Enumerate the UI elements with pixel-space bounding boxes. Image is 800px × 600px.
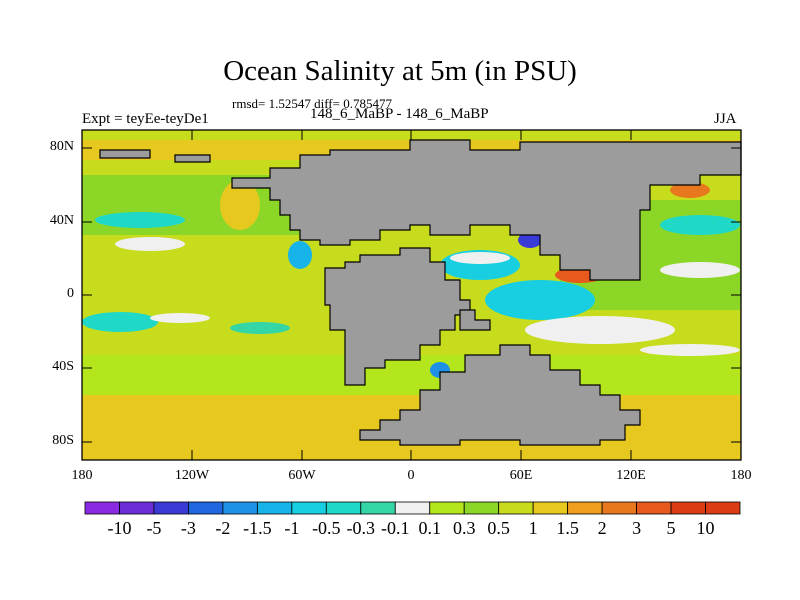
field-neutral-band bbox=[640, 344, 740, 356]
subtitle: 148_6_MaBP - 148_6_MaBP bbox=[310, 106, 489, 122]
season-label: JJA bbox=[714, 111, 737, 127]
field-fresh-patch bbox=[95, 212, 185, 228]
land-arctic-island bbox=[174, 154, 211, 163]
colorbar-tick-label: 3 bbox=[632, 518, 642, 538]
colorbar-tick-label: 10 bbox=[696, 518, 715, 538]
lon-tick-label: 0 bbox=[407, 468, 415, 483]
colorbar-tick-label: -10 bbox=[107, 518, 132, 538]
colorbar-tick-label: -1 bbox=[284, 518, 300, 538]
land-southeast-asia bbox=[459, 309, 491, 331]
colorbar-swatch bbox=[463, 501, 500, 515]
colorbar-tick-label: 2 bbox=[597, 518, 607, 538]
lat-tick-label: 40S bbox=[52, 359, 74, 374]
colorbar-swatch bbox=[394, 501, 431, 515]
field-fresh-patch bbox=[82, 312, 158, 332]
colorbar-swatch bbox=[119, 501, 155, 515]
colorbar-swatch bbox=[153, 501, 189, 515]
lon-tick-label: 60E bbox=[509, 468, 533, 483]
field-fresh-patch bbox=[660, 215, 740, 235]
colorbar-tick-label: -0.1 bbox=[381, 518, 410, 538]
colorbar-tick-label: -0.3 bbox=[346, 518, 376, 538]
experiment-label: Expt = teyEe-teyDe1 bbox=[82, 111, 209, 127]
lon-tick-label: 120E bbox=[616, 468, 646, 483]
colorbar-tick-label: -1.5 bbox=[243, 518, 272, 538]
salinity-field bbox=[82, 140, 741, 460]
land-masses bbox=[99, 139, 742, 446]
land-north-america-eurasia bbox=[231, 139, 742, 281]
colorbar-swatch bbox=[498, 501, 534, 515]
field-fresh-patch bbox=[230, 322, 290, 334]
colorbar-tick-label: -3 bbox=[180, 518, 196, 538]
colorbar-tick-label: -2 bbox=[215, 518, 231, 538]
colorbar-swatch bbox=[532, 501, 569, 515]
colorbar-swatch bbox=[325, 501, 362, 515]
land-arctic-island bbox=[99, 149, 151, 159]
colorbar-swatch bbox=[601, 501, 637, 515]
colorbar-tick-label: 5 bbox=[666, 518, 676, 538]
colorbar-swatch bbox=[429, 501, 465, 515]
field-neutral-band bbox=[115, 237, 185, 251]
field-neutral-band bbox=[450, 252, 510, 264]
lon-tick-label: 180 bbox=[71, 468, 93, 483]
field-salty-patch bbox=[670, 182, 710, 198]
colorbar-swatch bbox=[636, 501, 672, 515]
tick-marks bbox=[82, 130, 741, 460]
colorbar-swatch bbox=[188, 501, 224, 515]
colorbar-tick-label: -5 bbox=[146, 518, 162, 538]
lon-tick-label: 120W bbox=[174, 468, 210, 483]
field-neutral-band bbox=[150, 313, 210, 323]
colorbar-tick-label: 1.5 bbox=[556, 518, 579, 538]
field-salty-patch bbox=[220, 180, 260, 230]
lat-tick-label: 0 bbox=[67, 286, 74, 301]
land-south-america-africa bbox=[324, 247, 471, 386]
colorbar-tick-label: 0.1 bbox=[418, 518, 441, 538]
lon-tick-label: 180 bbox=[730, 468, 752, 483]
colorbar-swatch bbox=[256, 501, 293, 515]
field-very-fresh-patch bbox=[518, 232, 542, 248]
stats-line: rmsd= 1.52547 diff= 0.785477 bbox=[232, 96, 392, 111]
colorbar-tick-label: 0.3 bbox=[452, 518, 476, 538]
land-antarctica-australia bbox=[359, 344, 641, 446]
lat-tick-label: 80S bbox=[52, 433, 74, 448]
field-southern-band bbox=[82, 355, 741, 395]
colorbar-swatch bbox=[567, 501, 603, 515]
colorbar-tick-label: 1 bbox=[528, 518, 538, 538]
field-neutral-band bbox=[660, 262, 740, 278]
colorbar-swatch bbox=[670, 501, 706, 515]
colorbar-swatch bbox=[360, 501, 396, 515]
field-fresh-patch bbox=[288, 241, 312, 269]
colorbar-swatch bbox=[84, 501, 120, 515]
colorbar-swatch bbox=[291, 501, 327, 515]
colorbar-swatch bbox=[222, 501, 258, 515]
field-neutral-band bbox=[525, 316, 675, 344]
field-fresh-patch bbox=[485, 280, 595, 320]
colorbar-tick-label: 0.5 bbox=[487, 518, 510, 538]
map-title: Ocean Salinity at 5m (in PSU) bbox=[223, 55, 577, 87]
lon-tick-label: 60W bbox=[288, 468, 316, 483]
lat-tick-label: 40N bbox=[49, 213, 74, 228]
colorbar-swatch bbox=[705, 501, 741, 515]
lat-tick-label: 80N bbox=[49, 139, 74, 154]
colorbar-tick-label: -0.5 bbox=[312, 518, 341, 538]
colorbar bbox=[84, 501, 741, 515]
